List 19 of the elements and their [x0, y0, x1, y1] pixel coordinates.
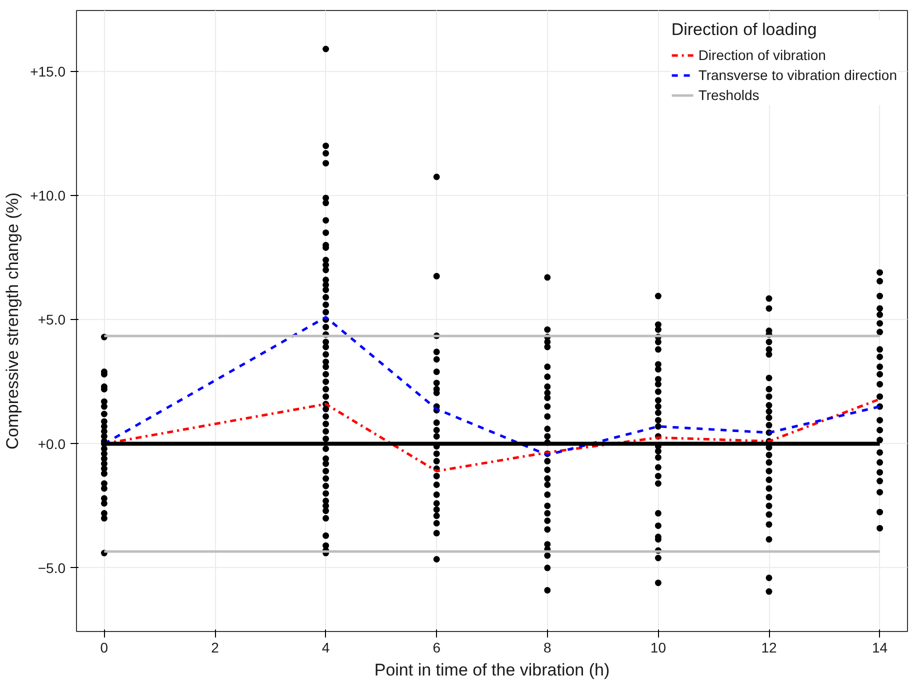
x-tick-label: 4	[322, 640, 330, 656]
y-tick-label: +15.0	[30, 63, 66, 80]
x-tick-label: 2	[211, 640, 220, 656]
x-tick-label: 0	[100, 640, 108, 656]
y-tick-label: +10.0	[30, 187, 66, 204]
y-axis-title: Compressive strength change (%)	[3, 192, 22, 450]
x-tick-label: 14	[872, 640, 888, 656]
y-tick-label: −5.0	[38, 560, 66, 576]
x-tick-label: 6	[432, 640, 441, 656]
legend-label: Transverse to vibration direction	[698, 67, 897, 83]
x-tick-label: 12	[761, 640, 777, 656]
y-tick-label: +5.0	[38, 312, 66, 328]
x-tick-label: 8	[544, 640, 552, 656]
legend-label: Direction of vibration	[698, 47, 826, 63]
x-tick-label: 10	[650, 640, 666, 656]
legend-title: Direction of loading	[671, 20, 818, 40]
legend-label: Tresholds	[698, 87, 760, 103]
x-axis-title: Point in time of the vibration (h)	[374, 660, 610, 680]
y-tick-label: +0.0	[38, 436, 66, 452]
